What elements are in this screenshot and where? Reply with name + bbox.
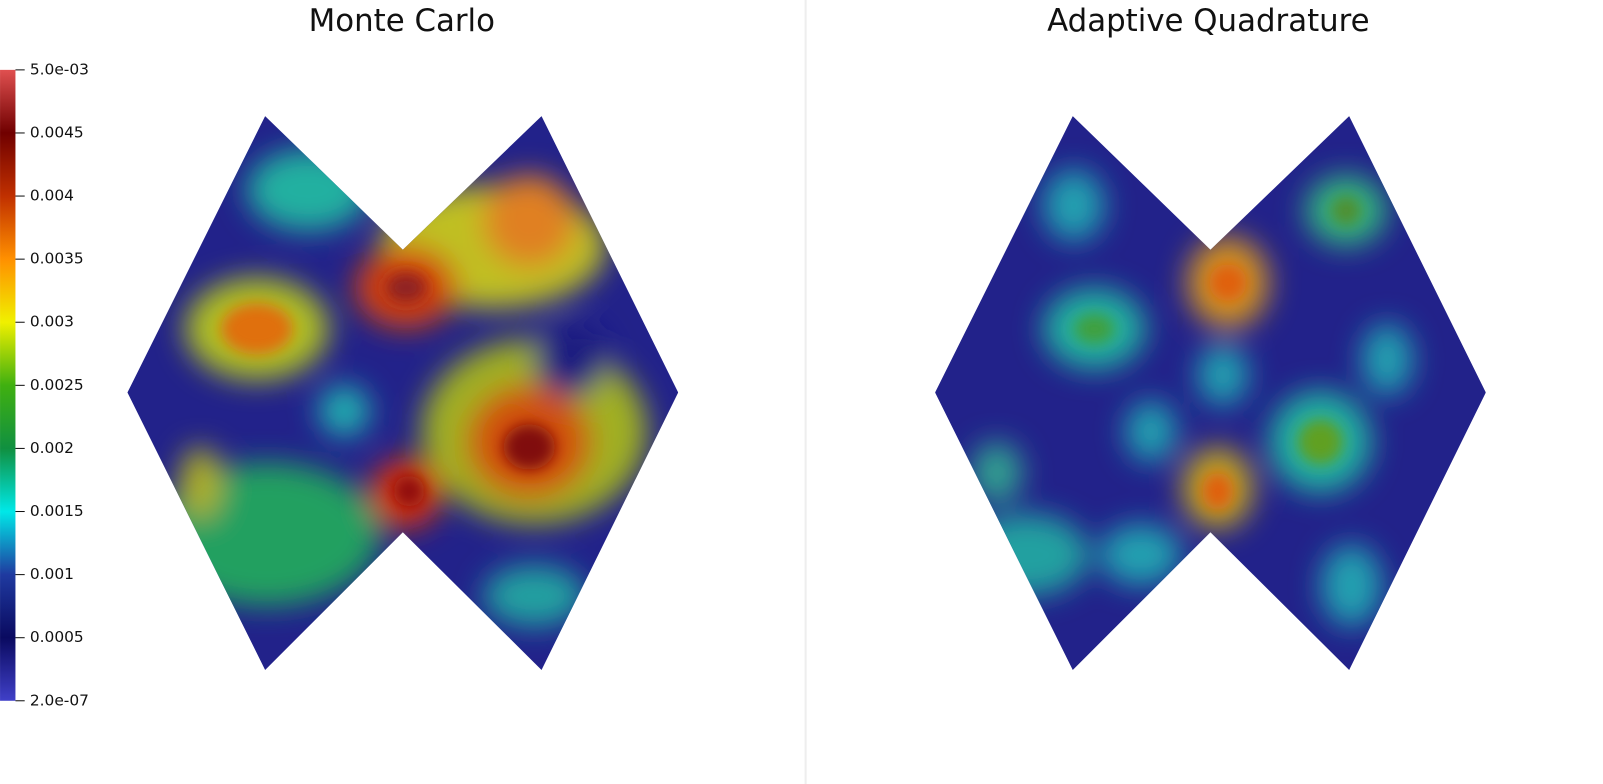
colorbar-tick-label: 0.003 (30, 313, 74, 331)
colorbar-tick-label: 0.004 (30, 187, 74, 205)
colorbar (0, 69, 16, 701)
field-left (127, 116, 679, 670)
colorbar-tick-label: 0.0045 (30, 123, 84, 141)
colorbar-tick-label: 5.0e-03 (30, 60, 89, 78)
colorbar-tick-label: 0.0025 (30, 376, 84, 394)
colorbar-tick-label: 0.002 (30, 439, 74, 457)
colorbar-tick-label: 0.001 (30, 565, 74, 583)
field-right (935, 116, 1486, 670)
colorbar-tick-label: 2.0e-07 (30, 691, 89, 709)
panel-title: Adaptive Quadrature (1047, 3, 1370, 39)
colorbar-tick-label: 0.0035 (30, 250, 84, 268)
colorbar-tick-label: 0.0005 (30, 628, 84, 646)
colorbar-tick-label: 0.0015 (30, 502, 84, 520)
panel-title: Monte Carlo (309, 3, 495, 39)
